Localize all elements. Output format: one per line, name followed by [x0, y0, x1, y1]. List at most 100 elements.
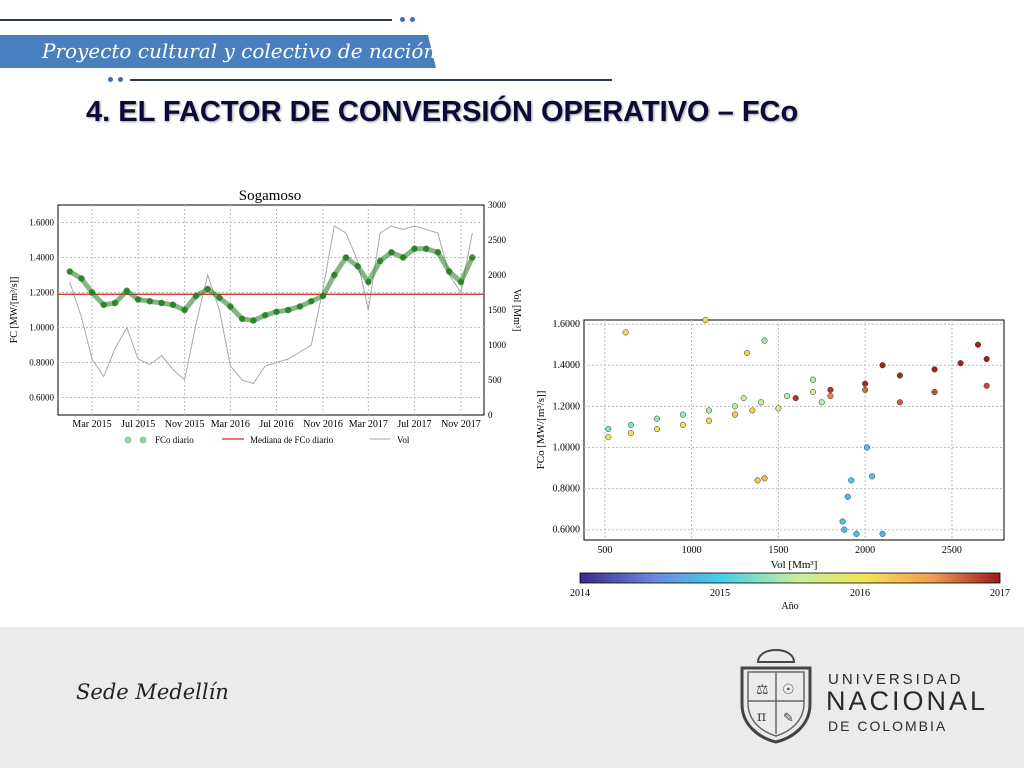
- scatter-point: [757, 399, 765, 406]
- chart1-xtick-label: Jul 2017: [397, 419, 431, 430]
- slide-title: 4. EL FACTOR DE CONVERSIÓN OPERATIVO – F…: [86, 96, 799, 128]
- chart1-y2tick-label: 1000: [488, 340, 507, 350]
- scatter-point: [983, 356, 990, 363]
- banner-text: Proyecto cultural y colectivo de nación: [42, 39, 437, 63]
- chart2-points: [605, 316, 990, 537]
- colorbar-ticks: 2014 2015 2016 2017: [570, 588, 1010, 599]
- vol-line: [69, 225, 473, 385]
- chart1-fco-series: [66, 245, 476, 324]
- scatter-point: [827, 393, 834, 400]
- chart2-xtick-label: 1000: [682, 545, 702, 556]
- chart2-ylabel: FCo [MW/[m³/s]]: [535, 391, 547, 470]
- fco-point: [446, 268, 453, 275]
- fco-point: [78, 275, 85, 282]
- scatter-point: [848, 477, 855, 484]
- fco-point: [123, 287, 130, 294]
- chart1-xtick-label: Mar 2016: [211, 419, 250, 430]
- fco-point: [111, 299, 119, 307]
- scatter-point: [653, 415, 660, 422]
- footer-band: [0, 627, 1024, 768]
- university-line1: UNIVERSIDAD: [828, 671, 964, 688]
- fco-point: [100, 301, 107, 308]
- scatter-point: [740, 395, 747, 402]
- scatter-point: [622, 329, 629, 336]
- chart1-ytick-label: 1.6000: [29, 218, 54, 228]
- scatter-point: [784, 393, 791, 400]
- fco-point: [365, 278, 372, 286]
- fco-point: [308, 298, 315, 305]
- chart1-ylabel: FC [MW/[m³/s]]: [9, 277, 20, 344]
- chart1-xtick-label: Jul 2016: [259, 419, 293, 430]
- chart2-axes: 500 1000 1500 2000 2500 0.6000 0.8000 1.0000 1.2…: [553, 319, 962, 556]
- scatter-point: [983, 382, 990, 389]
- chart1-axes: Mar 2015 Jul 2015 Nov 2015 Mar 2016 Jul 2016…: [29, 200, 506, 430]
- svg-text:✎: ✎: [783, 711, 794, 726]
- scatter-point: [749, 407, 756, 414]
- legend-fco-label: FCo diario: [155, 435, 194, 445]
- scatter-point: [775, 405, 782, 412]
- fco-point: [376, 257, 384, 265]
- chart2-ytick-label: 1.6000: [553, 319, 581, 330]
- svg-text:π: π: [757, 709, 766, 725]
- scatter-point: [702, 316, 709, 324]
- fco-point: [469, 254, 476, 261]
- scatter-point: [761, 337, 768, 344]
- scatter-point: [863, 444, 870, 451]
- scatter-point: [744, 349, 751, 356]
- scatter-point: [679, 411, 686, 418]
- scatter-point: [761, 475, 768, 482]
- scatter-point: [754, 477, 761, 484]
- chart1-xtick-label: Nov 2017: [441, 419, 481, 430]
- chart2-xtick-label: 2500: [942, 545, 962, 556]
- chart1-xtick-label: Nov 2015: [165, 419, 205, 430]
- fco-point: [250, 317, 257, 324]
- colorbar-tick-label: 2015: [710, 588, 730, 599]
- chart1-ytick-label: 0.6000: [29, 393, 54, 403]
- mid-rule: [130, 79, 612, 81]
- legend-median-label: Mediana de FCo diario: [250, 435, 334, 445]
- fco-point: [388, 249, 395, 256]
- scatter-point: [869, 473, 876, 480]
- scatter-point: [931, 366, 938, 373]
- chart1-xtick-label: Jul 2015: [121, 419, 155, 430]
- colorbar-tick-label: 2014: [570, 588, 590, 599]
- university-seal-icon: ⚖ π ☉ ✎: [740, 648, 812, 744]
- chart1-y2tick-label: 0: [488, 410, 493, 420]
- chart1-title: Sogamoso: [239, 188, 302, 204]
- chart2-ytick-label: 0.8000: [553, 484, 581, 495]
- scatter-point: [931, 388, 938, 396]
- university-line2: NACIONAL: [826, 686, 989, 716]
- scatter-point: [844, 493, 851, 500]
- fco-point: [342, 254, 350, 261]
- chart2-grid: [584, 320, 1004, 540]
- scatter-point: [879, 530, 886, 537]
- sede-text: Sede Medellín: [76, 680, 229, 704]
- fco-point: [216, 294, 223, 301]
- fco-point: [238, 315, 246, 322]
- fco-point: [284, 306, 292, 314]
- sogamoso-timeseries-chart: Mar 2015 Jul 2015 Nov 2015 Mar 2016 Jul 2016…: [9, 188, 522, 445]
- scatter-point: [679, 421, 686, 428]
- scatter-point: [827, 386, 834, 393]
- scatter-point: [841, 526, 848, 533]
- fco-point: [331, 271, 338, 279]
- fco-point: [146, 298, 154, 305]
- chart1-y2tick-label: 2000: [488, 270, 507, 280]
- chart2-ytick-label: 1.0000: [553, 442, 581, 453]
- fco-point: [66, 268, 73, 275]
- scatter-point: [853, 530, 860, 537]
- scatter-point: [731, 403, 739, 410]
- legend-fco-marker: [124, 436, 132, 444]
- svg-text:⚖: ⚖: [756, 682, 769, 698]
- scatter-point: [862, 386, 869, 393]
- chart1-xtick-label: Mar 2017: [349, 419, 388, 430]
- scatter-point: [705, 417, 713, 424]
- mid-dots: [108, 77, 123, 82]
- chart1-xtick-label: Nov 2016: [303, 419, 343, 430]
- chart1-ytick-label: 0.8000: [29, 358, 54, 368]
- chart2-xtick-label: 2000: [855, 545, 875, 556]
- chart1-ytick-label: 1.4000: [29, 253, 54, 263]
- scatter-point: [810, 388, 817, 396]
- legend-fco-marker: [139, 436, 147, 444]
- scatter-point: [839, 518, 846, 525]
